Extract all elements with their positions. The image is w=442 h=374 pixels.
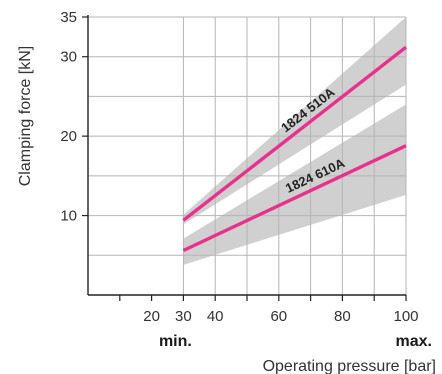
y-tick-label: 35 <box>60 9 77 26</box>
x-tick-label: 60 <box>270 308 287 325</box>
x-tick-label: 20 <box>143 308 160 325</box>
y-tick-label: 20 <box>60 128 77 145</box>
axes <box>82 15 407 301</box>
x-max-label: max. <box>396 333 432 350</box>
x-min-label: min. <box>159 333 192 350</box>
series-line-2 <box>182 144 407 253</box>
x-axis-title: Operating pressure [bar] <box>263 358 436 374</box>
y-tick-label: 30 <box>60 49 77 66</box>
tolerance-bands <box>183 17 406 265</box>
series-line-1 <box>182 45 408 222</box>
tolerance-band-1 <box>183 17 406 225</box>
series-lines <box>182 45 408 253</box>
y-tick-label: 10 <box>60 208 77 225</box>
y-axis-title: Clamping force [kN] <box>17 46 34 187</box>
x-tick-label: 30 <box>175 308 192 325</box>
x-tick-label: 40 <box>207 308 224 325</box>
x-tick-label: 80 <box>334 308 351 325</box>
grid-lines <box>88 16 407 295</box>
x-tick-label: 100 <box>393 308 418 325</box>
